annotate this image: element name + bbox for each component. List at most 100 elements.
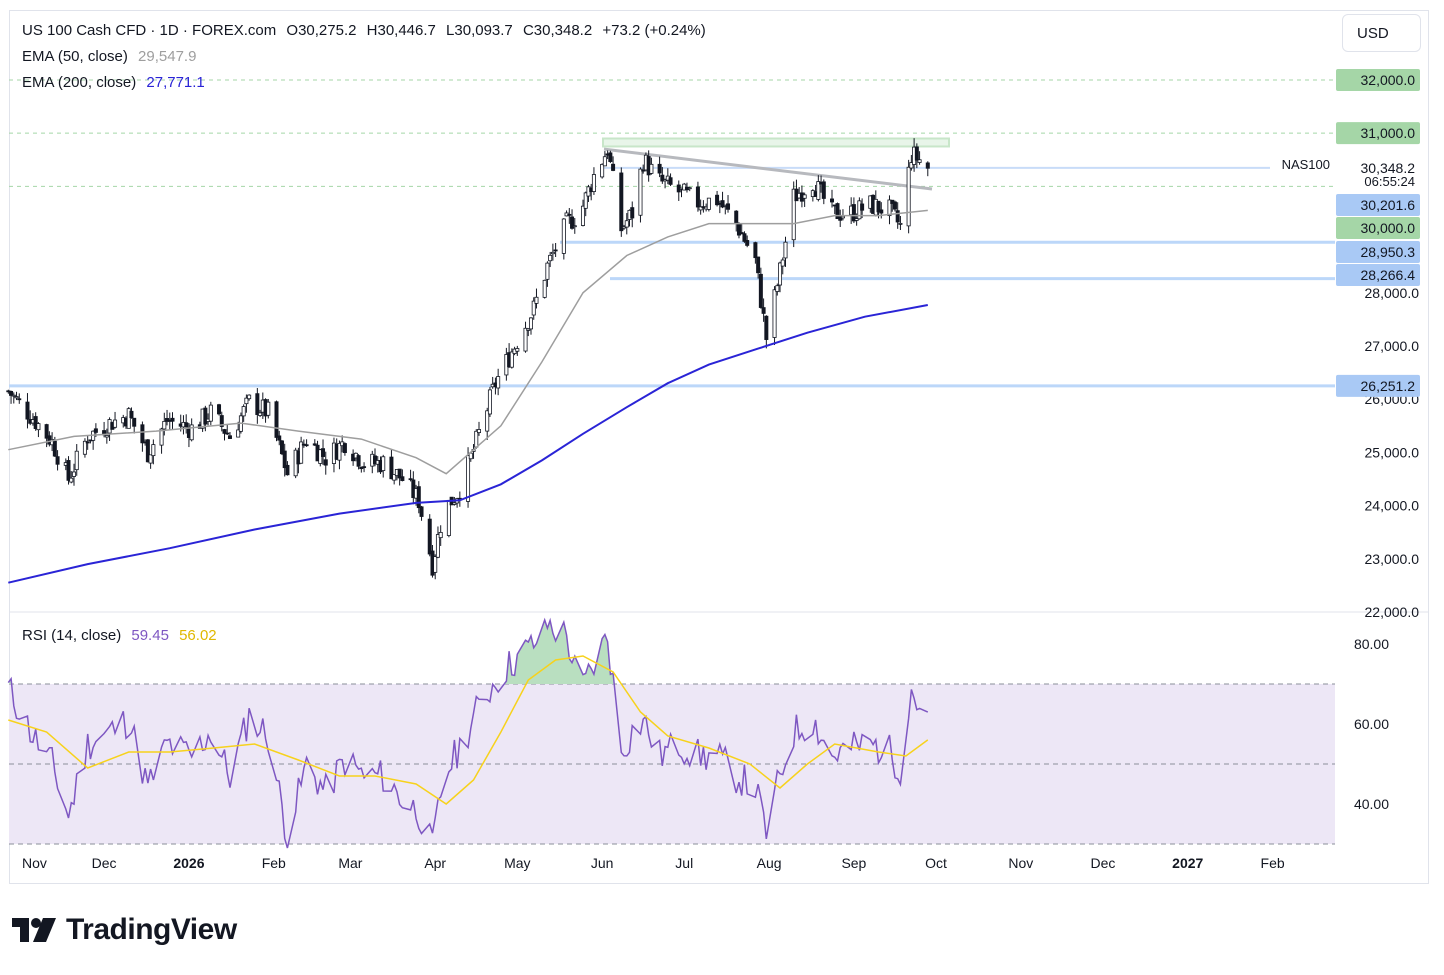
candle (323, 451, 328, 475)
ohlc-high: H30,446.7 (366, 22, 436, 39)
candle-body-up (775, 285, 780, 292)
candle (780, 257, 785, 275)
price-tick-label: 27,000.0 (1365, 338, 1420, 354)
candle (236, 421, 241, 438)
candle-body-up (526, 328, 531, 331)
price-tag-label: 30,348.2 (1361, 160, 1416, 176)
candle (362, 462, 367, 473)
price-tag[interactable]: 28,950.3 (1336, 241, 1420, 263)
resistance-zone[interactable] (602, 137, 950, 148)
candle (764, 315, 769, 349)
candle (408, 469, 413, 482)
candle (487, 386, 492, 417)
price-tag[interactable]: 31,000.0 (1336, 122, 1420, 145)
tradingview-logo[interactable]: TradingView (12, 912, 237, 948)
ema200-legend[interactable]: EMA (200, close) 27,771.1 (22, 74, 211, 91)
candle-body-down (611, 163, 616, 171)
candle-body-up (14, 396, 19, 399)
candle-body-down (925, 162, 930, 169)
time-axis-label: Feb (1261, 855, 1285, 871)
candle-body-up (572, 225, 577, 228)
candle (860, 198, 865, 219)
price-tag-label: 26,251.2 (1361, 378, 1416, 394)
candle-body-up (778, 262, 783, 286)
currency-button[interactable]: USD (1342, 14, 1421, 52)
candle-body-up (435, 534, 440, 558)
candle-body-up (840, 215, 845, 219)
time-axis-label: Nov (1008, 855, 1033, 871)
candle-body-up (485, 410, 490, 432)
symbol-title[interactable]: US 100 Cash CFD · 1D · FOREX.com (22, 22, 277, 39)
candle-body-down (408, 478, 413, 481)
price-tag-bg (1336, 264, 1420, 286)
candle-body-down (400, 476, 405, 481)
candle-body-down (695, 186, 700, 208)
candle-body-down (321, 448, 326, 457)
price-tag[interactable]: 28,266.4 (1336, 264, 1420, 286)
ohlc-change: +73.2 (+0.24%) (602, 22, 706, 39)
ema50-line[interactable] (8, 209, 928, 475)
candle (66, 456, 71, 485)
candle-body-down (342, 443, 347, 454)
candle-body-up (381, 456, 386, 471)
price-tag-bg (1336, 241, 1420, 263)
candle (638, 167, 643, 223)
candle (217, 403, 222, 416)
candle (356, 454, 361, 470)
candle (17, 393, 22, 404)
candle-body-down (170, 417, 175, 422)
price-tag[interactable]: 32,000.0 (1336, 68, 1420, 91)
candle (676, 180, 681, 201)
candle (548, 251, 553, 268)
candle-body-down (356, 455, 361, 467)
rsi-ma-line[interactable] (8, 655, 929, 805)
price-tag[interactable]: 26,251.2 (1336, 374, 1420, 397)
ema200-line[interactable] (8, 304, 928, 584)
candle-body-down (55, 456, 60, 465)
candle (715, 190, 720, 207)
candle-body-up (550, 251, 555, 255)
candle (126, 407, 131, 429)
candle-body-up (531, 300, 536, 316)
ema50-legend[interactable]: EMA (50, close) 29,547.9 (22, 48, 202, 65)
price-tag[interactable]: 30,201.6 (1336, 194, 1420, 216)
candle-body-down (389, 456, 394, 480)
candle-body-down (145, 439, 150, 463)
rsi-legend[interactable]: RSI (14, close) 59.45 56.02 (22, 627, 223, 644)
candle (561, 218, 566, 260)
price-tag[interactable]: 30,000.0 (1336, 217, 1420, 239)
time-axis-label: Sep (841, 855, 866, 871)
price-tag-bg (1336, 194, 1420, 216)
candle (400, 469, 405, 482)
rsi-line[interactable] (7, 617, 929, 849)
candle-body-down (657, 163, 662, 174)
candle (411, 471, 416, 505)
candle (580, 199, 585, 227)
candle-body-up (545, 262, 550, 280)
candle (695, 181, 700, 212)
candle (917, 151, 922, 165)
candle-body-up (208, 404, 213, 422)
candle (736, 222, 741, 239)
price-tag[interactable]: 30,348.2 (1361, 160, 1416, 176)
candle-body-down (553, 249, 558, 252)
candle (148, 454, 153, 469)
candle-body-up (113, 419, 118, 428)
trend-line[interactable] (603, 147, 933, 191)
candle (151, 439, 156, 465)
candle (219, 411, 224, 432)
candle-body-down (742, 233, 747, 242)
candle (389, 449, 394, 480)
ohlc-low: L30,093.7 (446, 22, 513, 39)
ohlc-open: O30,275.2 (286, 22, 357, 39)
candle (285, 461, 290, 476)
candle-body-up (509, 351, 514, 368)
candle-body-down (140, 424, 145, 444)
candle (113, 411, 118, 429)
candle (542, 279, 547, 299)
time-axis-label: Mar (338, 855, 362, 871)
candle (381, 454, 386, 478)
candle-body-up (638, 168, 643, 216)
candle (282, 443, 287, 477)
